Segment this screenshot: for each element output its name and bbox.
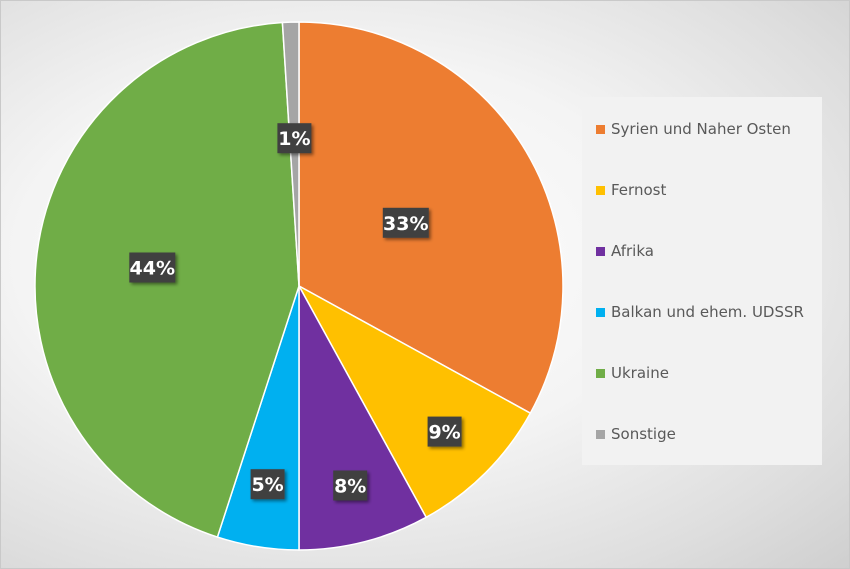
legend-label-3: Balkan und ehem. UDSSR <box>611 303 804 321</box>
legend-label-4: Ukraine <box>611 364 669 382</box>
legend: Syrien und Naher Osten Fernost Afrika Balka… <box>582 97 822 465</box>
data-label-2: 8% <box>333 470 368 501</box>
legend-item-3: Balkan und ehem. UDSSR <box>596 302 804 322</box>
legend-swatch-1 <box>596 185 605 195</box>
legend-swatch-3 <box>596 307 605 317</box>
pie-slices <box>34 21 564 551</box>
pie-data-labels: 33% 9% 8% 5% 44% 1% <box>129 123 462 501</box>
legend-swatch-2 <box>596 246 605 256</box>
legend-swatch-5 <box>596 429 605 439</box>
data-label-box-4 <box>129 252 176 283</box>
data-label-text-4: 44% <box>130 258 175 280</box>
data-label-text-3: 5% <box>251 474 283 496</box>
pie-slice-0 <box>298 21 564 415</box>
data-label-box-0 <box>382 207 429 238</box>
legend-item-2: Afrika <box>596 241 654 261</box>
pie-slice-5 <box>281 21 300 287</box>
data-label-box-1 <box>427 416 462 447</box>
data-label-box-2 <box>333 470 368 501</box>
data-label-1: 9% <box>427 416 462 447</box>
legend-item-5: Sonstige <box>596 424 676 444</box>
pie-slice-1 <box>297 284 532 519</box>
data-label-text-5: 1% <box>278 128 310 150</box>
data-label-text-0: 33% <box>383 213 428 235</box>
data-label-box-5 <box>277 123 312 154</box>
legend-item-4: Ukraine <box>596 363 669 383</box>
legend-swatch-4 <box>596 368 605 378</box>
data-label-3: 5% <box>250 469 285 500</box>
data-label-4: 44% <box>129 252 176 283</box>
legend-label-5: Sonstige <box>611 425 676 443</box>
legend-swatch-0 <box>596 124 605 134</box>
legend-label-1: Fernost <box>611 181 667 199</box>
data-label-text-2: 8% <box>334 476 366 498</box>
legend-item-1: Fernost <box>596 180 666 200</box>
legend-item-0: Syrien und Naher Osten <box>596 119 791 139</box>
data-label-0: 33% <box>382 207 429 238</box>
data-label-5: 1% <box>277 123 312 154</box>
data-label-text-1: 9% <box>428 422 460 444</box>
data-label-box-3 <box>250 469 285 500</box>
pie-slice-2 <box>298 285 428 551</box>
legend-label-2: Afrika <box>611 242 654 260</box>
legend-label-0: Syrien und Naher Osten <box>611 120 791 138</box>
